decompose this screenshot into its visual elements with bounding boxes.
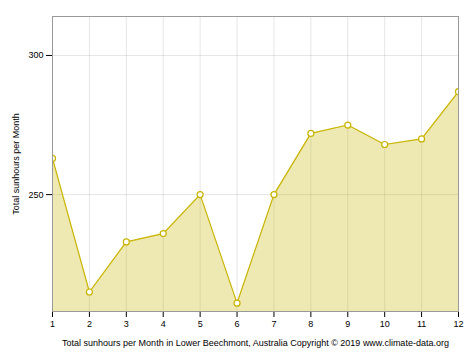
svg-text:4: 4 bbox=[161, 319, 166, 329]
svg-text:5: 5 bbox=[198, 319, 203, 329]
svg-text:11: 11 bbox=[417, 319, 426, 329]
svg-text:10: 10 bbox=[380, 319, 390, 329]
svg-text:6: 6 bbox=[235, 319, 240, 329]
svg-text:Total sunhours per Month: Total sunhours per Month bbox=[11, 113, 21, 215]
svg-text:7: 7 bbox=[271, 319, 276, 329]
svg-text:300: 300 bbox=[28, 50, 43, 60]
svg-text:Total sunhours per Month in Lo: Total sunhours per Month in Lower Beechm… bbox=[62, 338, 449, 348]
svg-text:2: 2 bbox=[87, 319, 92, 329]
svg-text:9: 9 bbox=[345, 319, 350, 329]
svg-text:1: 1 bbox=[50, 319, 55, 329]
svg-text:8: 8 bbox=[308, 319, 313, 329]
svg-text:250: 250 bbox=[28, 189, 43, 199]
svg-text:12: 12 bbox=[453, 319, 463, 329]
svg-text:3: 3 bbox=[124, 319, 129, 329]
